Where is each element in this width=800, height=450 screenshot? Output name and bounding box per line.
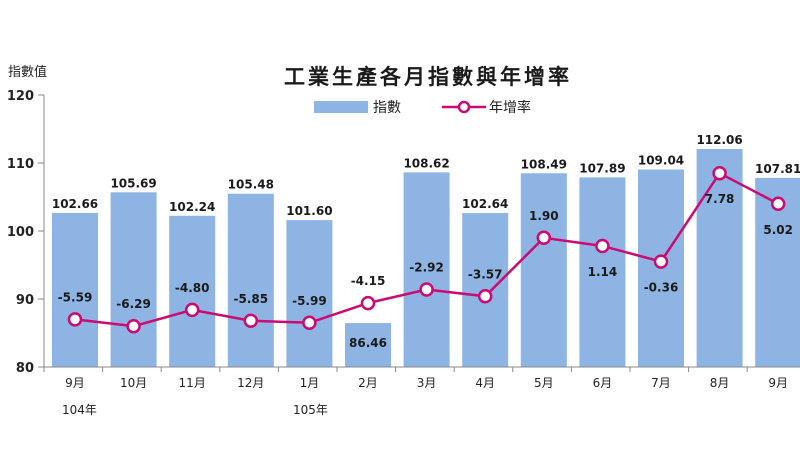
line-marker: [419, 282, 434, 297]
line-marker: [770, 196, 786, 212]
y-axis-title: 指數值: [8, 64, 47, 80]
x-tick-label: 4月: [475, 376, 495, 390]
bar: [110, 192, 157, 367]
y-tick-label: 100: [7, 225, 34, 240]
bar: [696, 148, 743, 367]
line-marker: [243, 313, 259, 329]
x-tick-label: 2月: [358, 376, 378, 390]
line-marker: [184, 302, 200, 318]
line-value-label: 5.02: [763, 223, 793, 237]
line-value-label: -0.36: [644, 281, 679, 295]
bar-value-label: 105.48: [228, 178, 274, 192]
line-series: [67, 165, 786, 334]
line-marker: [712, 165, 727, 181]
bar-value-label: 101.60: [286, 204, 332, 218]
y-tick-label: 90: [16, 293, 34, 308]
line-marker: [653, 254, 669, 269]
y-tick-label: 120: [7, 89, 34, 104]
bar-value-label: 102.64: [462, 197, 508, 211]
line-value-label: -4.15: [351, 274, 386, 288]
x-tick-label: 9月: [768, 376, 788, 390]
bar: [286, 220, 333, 367]
bar-value-label: 107.81: [755, 162, 800, 176]
x-tick-label: 7月: [651, 376, 671, 390]
bar-value-label: 108.49: [521, 157, 567, 171]
bar: [403, 172, 450, 367]
year-label-105: 105年: [293, 403, 328, 417]
line-value-label: -5.99: [292, 294, 327, 308]
x-tick-label: 5月: [534, 376, 554, 390]
line-value-label: 1.14: [588, 265, 618, 279]
x-tick-label: 9月: [65, 376, 85, 390]
bar-value-label: 105.69: [110, 176, 156, 190]
x-axis: 9月 10月 11月 12月 1月 2月 3月 4月 5月 6月 7月 8月 9月: [43, 367, 788, 390]
bar: [52, 212, 98, 367]
x-tick-label: 10月: [120, 376, 147, 390]
line-value-label: -6.29: [116, 297, 151, 311]
line-value-label: 1.90: [529, 209, 559, 223]
y-tick-label: 110: [7, 157, 34, 172]
bar: [579, 177, 626, 367]
chart-title: 工業生產各月指數與年增率: [284, 64, 572, 89]
line-labels: -5.59 -6.29 -4.80 -5.85 -5.99 -4.15 -2.92 -3.57…: [58, 192, 793, 311]
bar-value-label: 107.89: [579, 161, 625, 175]
line-marker: [477, 289, 493, 304]
line-value-label: 7.78: [705, 192, 735, 206]
line-marker: [126, 318, 141, 334]
bar: [227, 193, 274, 367]
line-marker: [360, 295, 376, 311]
bar-value-label: 108.62: [403, 156, 449, 170]
bar-value-label: 112.06: [696, 133, 742, 147]
x-tick-label: 8月: [710, 376, 730, 390]
x-tick-label: 12月: [237, 376, 264, 390]
y-axis: 80 90 100 110 120: [7, 89, 44, 376]
x-tick-label: 3月: [417, 376, 437, 390]
line-value-label: -2.92: [409, 260, 444, 274]
legend-line-label: 年增率: [489, 99, 531, 116]
legend-bar-label: 指數: [373, 100, 401, 116]
bar-value-label: 102.24: [169, 200, 215, 214]
x-tick-label: 11月: [179, 376, 206, 390]
legend: 指數 年增率: [314, 99, 531, 116]
bar: [520, 173, 567, 367]
y-tick-label: 80: [16, 361, 34, 376]
bar-labels: 102.66 105.69 102.24 105.48 101.60 86.46 108.6…: [52, 133, 800, 350]
legend-bar-swatch: [314, 101, 368, 113]
line-value-label: -5.85: [234, 292, 269, 306]
x-tick-label: 6月: [593, 376, 613, 390]
bar: [345, 323, 391, 367]
line-value-label: -3.57: [468, 267, 503, 281]
bar-value-label: 102.66: [52, 197, 98, 211]
line-value-label: -4.80: [175, 281, 210, 295]
line-marker: [536, 230, 552, 246]
x-tick-label: 1月: [300, 376, 320, 390]
bar: [169, 215, 216, 367]
bar-series: [52, 148, 800, 367]
bar-value-label: 109.04: [638, 154, 684, 168]
line-value-label: -5.59: [58, 290, 93, 304]
year-label-104: 104年: [62, 403, 97, 417]
line-marker: [67, 312, 83, 327]
bar-value-label: 86.46: [349, 336, 387, 350]
line-marker: [302, 315, 317, 331]
line-marker: [595, 238, 610, 254]
legend-line-marker: [457, 100, 471, 114]
